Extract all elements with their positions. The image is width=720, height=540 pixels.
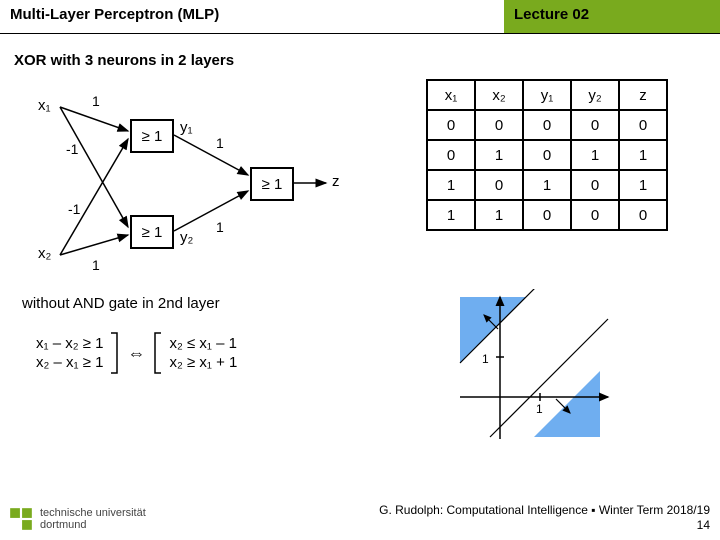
footer-right: G. Rudolph: Computational Intelligence ▪… xyxy=(379,503,710,534)
neuron-3: ≥ 1 xyxy=(250,167,294,201)
truth-table: x₁ x₂ y₁ y₂ z 00000 01011 10101 11000 xyxy=(426,79,668,231)
bracket-left-open xyxy=(22,331,28,375)
equiv-symbol: ⇔ xyxy=(127,343,145,364)
output-y1: y₁ xyxy=(180,119,193,136)
no-and-caption: without AND gate in 2nd layer xyxy=(22,295,220,312)
th-y2: y₂ xyxy=(571,80,619,110)
bracket-left-close xyxy=(111,331,119,375)
weight-o2: 1 xyxy=(216,219,224,235)
header-title: Multi-Layer Perceptron (MLP) xyxy=(0,0,504,33)
neuron-2: ≥ 1 xyxy=(130,215,174,249)
input-x2: x₂ xyxy=(38,245,51,262)
weight-o1: 1 xyxy=(216,135,224,151)
output-y2: y₂ xyxy=(180,229,193,246)
header-lecture: Lecture 02 xyxy=(504,0,720,33)
uni-name-2: dortmund xyxy=(40,519,146,531)
uni-name-1: technische universität xyxy=(40,507,146,519)
tu-logo-icon xyxy=(8,506,34,532)
output-z: z xyxy=(332,173,340,190)
table-row: 00000 xyxy=(427,110,667,140)
network-diagram: x₁ x₂ ≥ 1 ≥ 1 ≥ 1 1 -1 -1 1 y₁ y₂ 1 1 z xyxy=(20,79,360,289)
footer-course: G. Rudolph: Computational Intelligence ▪… xyxy=(379,503,710,519)
university-logo: technische universität dortmund xyxy=(8,506,146,532)
weight-w12: -1 xyxy=(66,141,78,157)
th-x2: x₂ xyxy=(475,80,523,110)
neuron-1: ≥ 1 xyxy=(130,119,174,153)
footer-page: 14 xyxy=(379,518,710,534)
weight-w22: 1 xyxy=(92,257,100,273)
ineq-left-1: x₁ – x₂ ≥ 1 xyxy=(36,335,103,352)
table-row: 10101 xyxy=(427,170,667,200)
input-x1: x₁ xyxy=(38,97,51,114)
ineq-right-1: x₂ ≤ x₁ – 1 xyxy=(169,335,237,352)
ineq-right-2: x₂ ≥ x₁ + 1 xyxy=(169,354,237,371)
table-row: 01011 xyxy=(427,140,667,170)
content-area: x₁ x₂ ≥ 1 ≥ 1 ≥ 1 1 -1 -1 1 y₁ y₂ 1 1 z … xyxy=(0,69,720,499)
th-y1: y₁ xyxy=(523,80,571,110)
plot-ytick: 1 xyxy=(482,352,489,366)
region-plot: 1 1 xyxy=(440,289,620,449)
ineq-left-2: x₂ – x₁ ≥ 1 xyxy=(36,354,103,371)
inequality-block: x₁ – x₂ ≥ 1 x₂ – x₁ ≥ 1 ⇔ x₂ ≤ x₁ – 1 x₂… xyxy=(22,331,237,375)
plot-xtick: 1 xyxy=(536,402,543,416)
subtitle: XOR with 3 neurons in 2 layers xyxy=(0,34,720,69)
bracket-right-open xyxy=(153,331,161,375)
table-row: 11000 xyxy=(427,200,667,230)
weight-w21: -1 xyxy=(68,201,80,217)
th-x1: x₁ xyxy=(427,80,475,110)
th-z: z xyxy=(619,80,667,110)
weight-w11: 1 xyxy=(92,93,100,109)
network-wires xyxy=(20,79,360,289)
